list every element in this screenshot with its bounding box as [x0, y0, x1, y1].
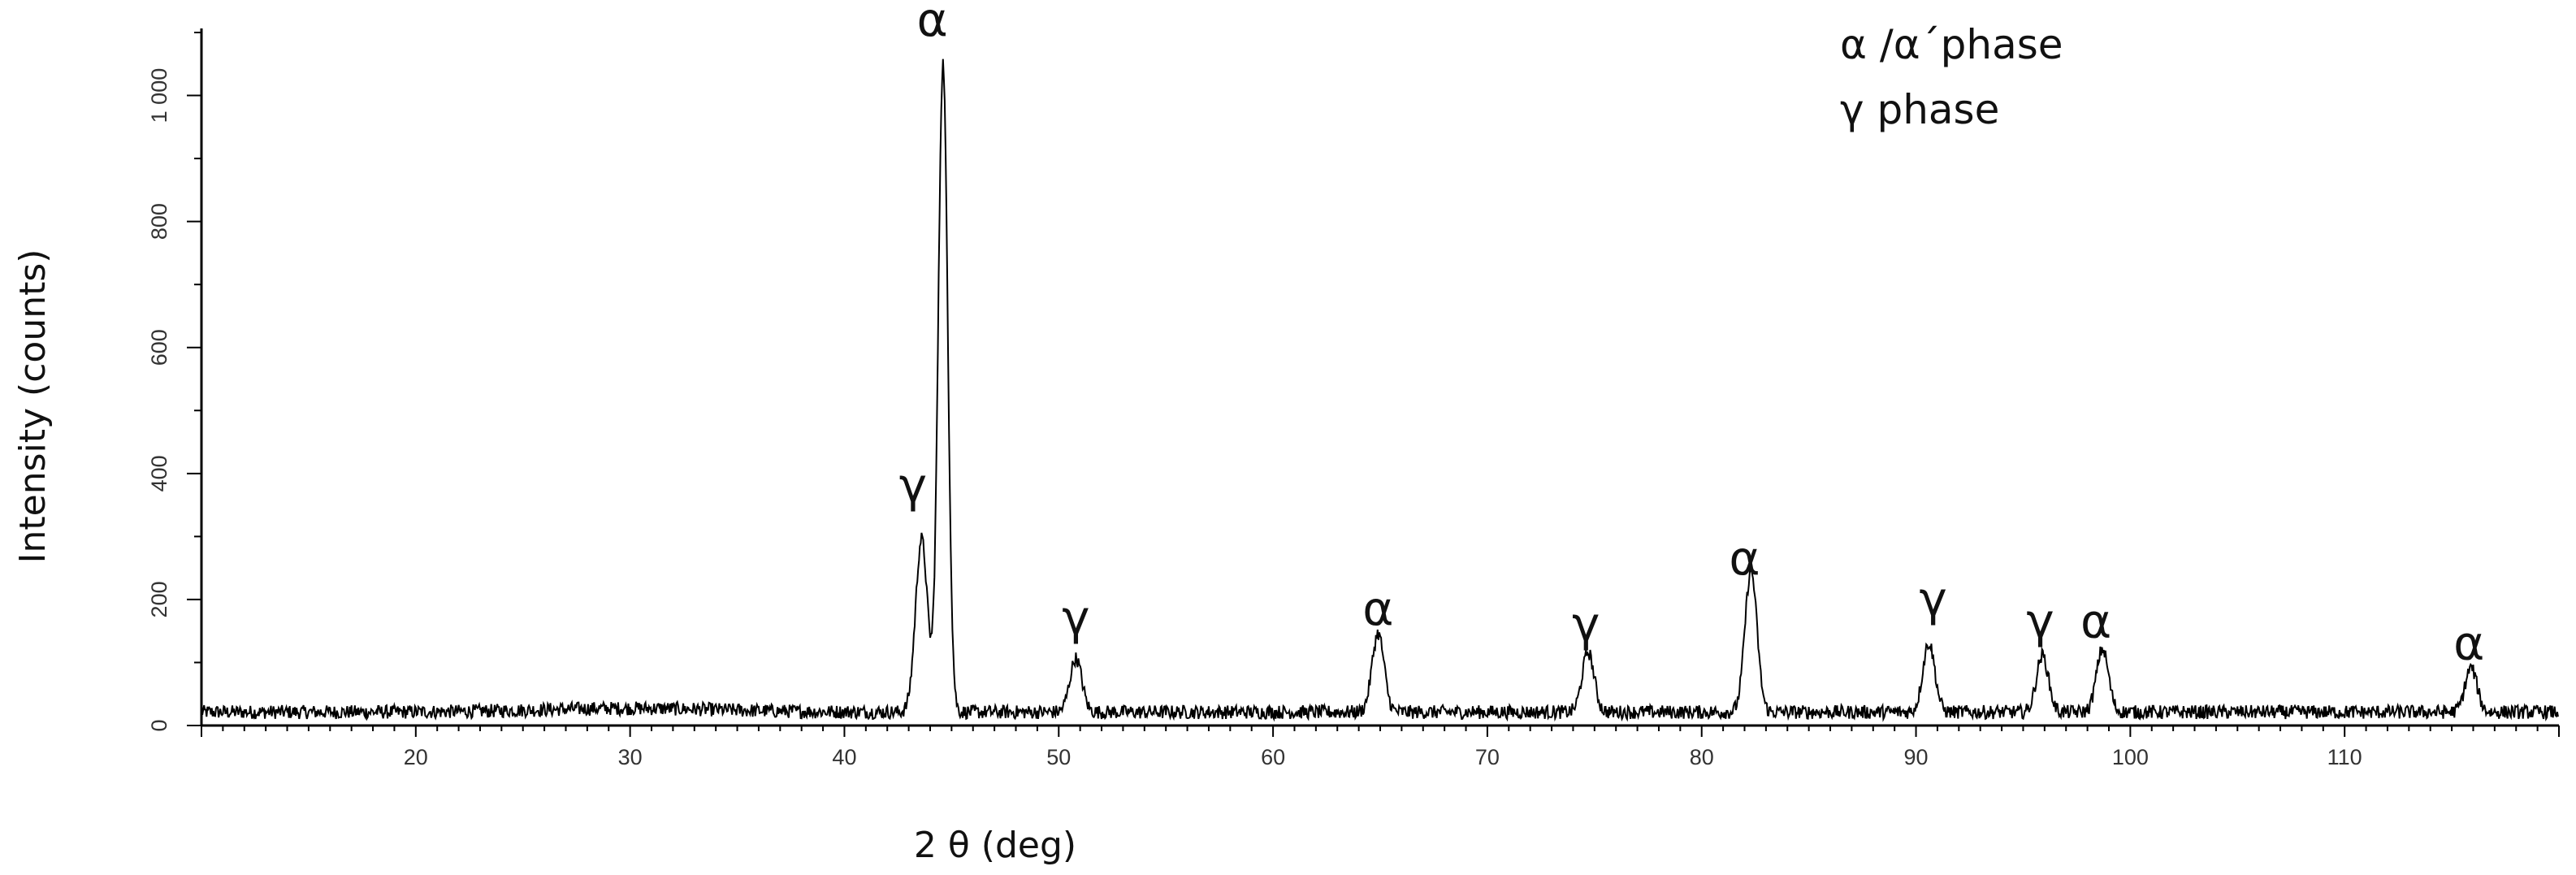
- y-axis-title: Intensity (counts): [12, 249, 54, 564]
- peak-label: α: [917, 0, 948, 47]
- x-tick-label: 50: [1046, 745, 1071, 769]
- legend-entry-gamma: γ phase: [1840, 86, 1999, 133]
- x-tick-labels: 20 30 40 50 60 70 80 90 100 110: [404, 745, 2362, 769]
- x-tick-label: 100: [2112, 745, 2149, 769]
- x-tick-label: 20: [404, 745, 428, 769]
- peak-label: γ: [1062, 591, 1089, 646]
- diffraction-pattern-line: [201, 58, 2559, 722]
- x-tick-label: 30: [618, 745, 643, 769]
- y-tick-label: 800: [147, 203, 171, 240]
- peak-label: α: [1362, 581, 1393, 636]
- peak-label: α: [2453, 616, 2484, 671]
- x-tick-label: 60: [1261, 745, 1285, 769]
- y-tick-label: 1 000: [147, 68, 171, 123]
- x-tick-label: 40: [832, 745, 856, 769]
- y-tick-label: 200: [147, 581, 171, 617]
- peak-label: γ: [1919, 571, 1946, 626]
- peak-label: γ: [1572, 596, 1600, 652]
- peak-label: α: [1729, 531, 1760, 586]
- x-tick-label: 70: [1475, 745, 1500, 769]
- peak-label: α: [2080, 593, 2111, 648]
- x-tick-label: 80: [1690, 745, 1714, 769]
- legend-entry-alpha: α /α´phase: [1840, 21, 2063, 68]
- x-tick-label: 110: [2327, 745, 2362, 769]
- legend: α /α´phase γ phase: [1840, 21, 2063, 133]
- tick-marks: [187, 32, 2560, 737]
- peak-labels: αγγ α γαγ γ α α: [899, 0, 2485, 671]
- y-tick-label: 0: [147, 719, 171, 731]
- peak-label: γ: [899, 458, 927, 513]
- peak-label: γ: [2026, 593, 2054, 648]
- y-tick-label: 600: [147, 329, 171, 366]
- x-tick-label: 90: [1904, 745, 1929, 769]
- x-axis-title: 2 θ (deg): [914, 825, 1076, 866]
- y-tick-label: 400: [147, 455, 171, 492]
- y-tick-labels: 0 200 400 600 800 1 000: [147, 68, 171, 732]
